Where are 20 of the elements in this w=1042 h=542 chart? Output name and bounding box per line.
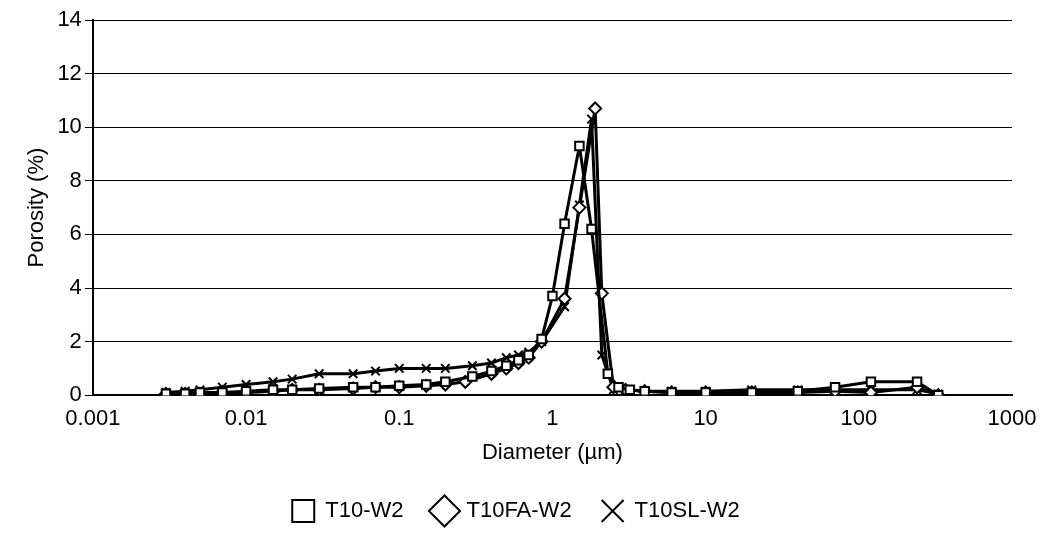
x-tick-label: 0.001 [65,405,121,431]
y-tick-label: 12 [57,59,82,85]
y-tick-label: 0 [69,381,82,407]
y-tick-label: 6 [69,220,82,246]
x-tick-label: 1 [546,405,559,431]
y-tick-label: 10 [57,113,82,139]
y-tick-label: 2 [69,327,82,353]
x-tick-label: 0.1 [383,405,415,431]
x-tick-label: 100 [840,405,878,431]
legend-label: T10FA-W2 [466,497,572,523]
legend-label: T10SL-W2 [634,497,740,523]
legend-label: T10-W2 [325,497,404,523]
x-tick-label: 0.01 [224,405,268,431]
y-axis-title: Porosity (%) [23,147,49,268]
y-tick-label: 4 [69,274,82,300]
y-tick-label: 8 [69,166,82,192]
x-tick-label: 1000 [987,405,1037,431]
x-axis-title: Diameter (µm) [481,438,623,464]
x-tick-label: 10 [693,405,718,431]
y-tick-label: 14 [57,6,82,32]
